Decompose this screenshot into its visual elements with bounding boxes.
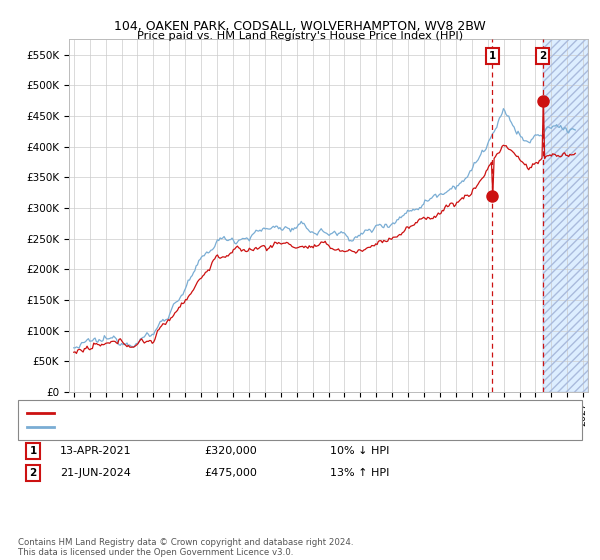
Text: 13% ↑ HPI: 13% ↑ HPI (330, 468, 389, 478)
Text: Price paid vs. HM Land Registry's House Price Index (HPI): Price paid vs. HM Land Registry's House … (137, 31, 463, 41)
Bar (544, 39, 588, 392)
Text: HPI: Average price, detached house, South Staffordshire: HPI: Average price, detached house, Sout… (59, 422, 343, 432)
Text: £320,000: £320,000 (204, 446, 257, 456)
Bar (544, 39, 588, 392)
Text: 10% ↓ HPI: 10% ↓ HPI (330, 446, 389, 456)
Text: 21-JUN-2024: 21-JUN-2024 (60, 468, 131, 478)
Text: 1: 1 (488, 51, 496, 61)
Text: 13-APR-2021: 13-APR-2021 (60, 446, 131, 456)
Text: 1: 1 (29, 446, 37, 456)
Text: 104, OAKEN PARK, CODSALL, WOLVERHAMPTON, WV8 2BW: 104, OAKEN PARK, CODSALL, WOLVERHAMPTON,… (114, 20, 486, 32)
Text: 2: 2 (29, 468, 37, 478)
Text: 2: 2 (539, 51, 547, 61)
Text: 104, OAKEN PARK, CODSALL, WOLVERHAMPTON, WV8 2BW (detached house): 104, OAKEN PARK, CODSALL, WOLVERHAMPTON,… (59, 408, 451, 418)
Text: £475,000: £475,000 (204, 468, 257, 478)
Text: Contains HM Land Registry data © Crown copyright and database right 2024.
This d: Contains HM Land Registry data © Crown c… (18, 538, 353, 557)
